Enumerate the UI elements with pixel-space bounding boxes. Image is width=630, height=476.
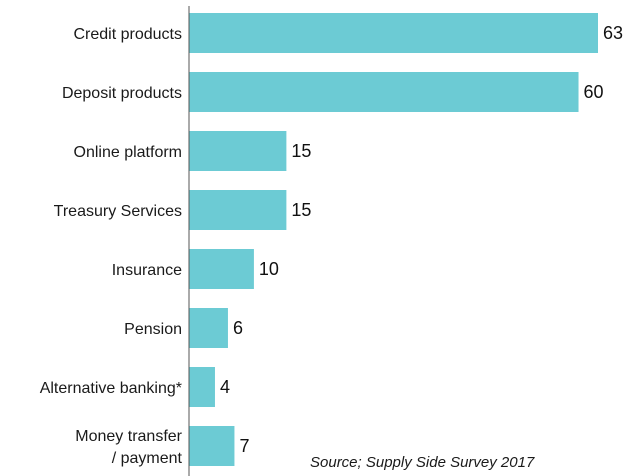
value-label-credit-products: 63 xyxy=(603,23,623,43)
category-label-treasury-services: Treasury Services xyxy=(54,203,182,220)
source-note: Source; Supply Side Survey 2017 xyxy=(310,454,535,471)
value-label-alternative-banking: 4 xyxy=(220,377,230,397)
bar-money-transfer-payment xyxy=(189,426,235,466)
category-label-pension: Pension xyxy=(124,321,182,338)
category-label-alternative-banking: Alternative banking* xyxy=(40,380,182,397)
category-label-insurance: Insurance xyxy=(112,262,182,279)
bar-credit-products xyxy=(189,13,598,53)
bar-online-platform xyxy=(189,131,287,171)
category-label-deposit-products: Deposit products xyxy=(62,85,182,102)
value-labels-group: 63 60 15 15 10 6 4 7 xyxy=(220,23,623,456)
value-label-pension: 6 xyxy=(233,318,243,338)
value-label-treasury-services: 15 xyxy=(291,200,311,220)
bar-alternative-banking xyxy=(189,367,215,407)
value-label-deposit-products: 60 xyxy=(584,82,604,102)
value-label-money-transfer-payment: 7 xyxy=(239,436,249,456)
category-labels-group: Credit products Deposit products Online pl… xyxy=(40,26,183,467)
bar-treasury-services xyxy=(189,190,287,230)
category-label-money-transfer-payment: Money transfer / payment xyxy=(75,428,182,467)
value-label-online-platform: 15 xyxy=(291,141,311,161)
category-label-online-platform: Online platform xyxy=(74,144,183,161)
bar-insurance xyxy=(189,249,254,289)
bar-pension xyxy=(189,308,228,348)
bar-deposit-products xyxy=(189,72,579,112)
category-label-credit-products: Credit products xyxy=(74,26,183,43)
value-label-insurance: 10 xyxy=(259,259,279,279)
bars-group xyxy=(189,13,598,466)
